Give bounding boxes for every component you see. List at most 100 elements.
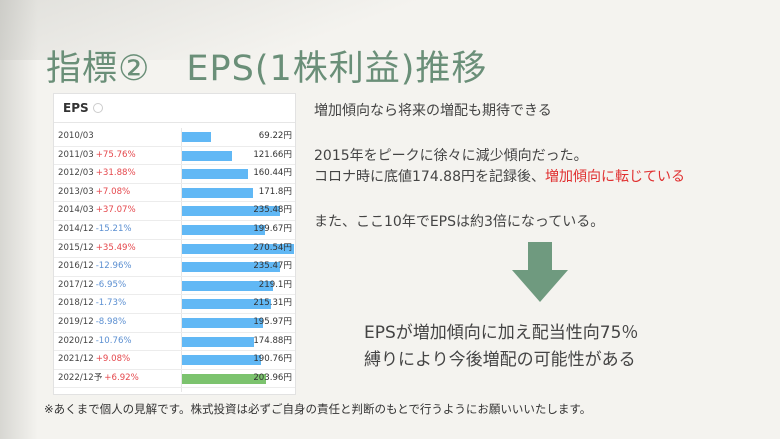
row-value: 69.22円 [258,131,292,141]
text-expect-increase: 増加傾向なら将来の増配も期待できる [314,103,552,119]
row-date: 2022/12予 +6.92% [58,370,139,388]
conclusion-line-1: EPSが増加傾向に加え配当性向75％ [364,323,639,343]
row-date: 2010/03 [58,128,94,146]
row-date: 2014/12 -15.21% [58,221,132,239]
table-row: 2019/12 -8.98% 195.97円 [54,314,295,333]
eps-table-rows: 2010/03 69.22円 2011/03 +75.76% 121.66円 2012/0… [54,128,295,389]
row-date: 2013/03 +7.08% [58,184,130,202]
row-change: -15.21% [95,223,132,234]
row-change: +31.88% [95,168,136,179]
row-change: -6.95% [95,279,127,290]
row-date-label: 2015/12 [58,242,94,253]
row-value: 195.97円 [253,316,292,327]
row-bar-area [182,336,294,347]
row-date-label: 2022/12予 [58,372,103,383]
row-bar-area [182,187,294,198]
row-value: 215.31円 [253,298,292,309]
table-row: 2015/12 +35.49% 270.54円 [54,240,295,259]
eps-bar [182,355,261,366]
row-date: 2019/12 -8.98% [58,314,126,332]
eps-bar [182,336,255,347]
row-bar-area [182,262,294,273]
row-date: 2014/03 +37.07% [58,202,136,220]
row-date-label: 2012/03 [58,168,94,179]
row-value: 270.54円 [253,242,292,253]
row-bar-area [182,299,294,310]
text-decline-trend: 2015年をピークに徐々に減少傾向だった。 [314,148,588,164]
row-value: 199.67円 [253,223,292,234]
eps-table-header: EPS [54,94,295,123]
row-date: 2020/12 -10.76% [58,333,132,351]
row-date-label: 2016/12 [58,261,94,272]
row-date: 2016/12 -12.96% [58,258,132,276]
eps-bar [182,317,264,328]
row-value: 235.47円 [253,261,292,272]
table-row: 2022/12予 +6.92% 203.96円 [54,370,295,389]
table-row: 2016/12 -12.96% 235.47円 [54,258,295,277]
row-bar-area [182,150,294,161]
table-row: 2010/03 69.22円 [54,128,295,147]
table-row: 2012/03 +31.88% 160.44円 [54,165,295,184]
row-change: +9.08% [95,354,131,365]
row-bar-area [182,132,294,142]
eps-table: EPS 2010/03 69.22円 2011/03 +75.76% 121.66円 20… [53,93,296,395]
row-bar-area [182,243,294,254]
row-date-label: 2010/03 [58,131,94,141]
row-date-label: 2019/12 [58,316,94,327]
row-bar-area [182,224,294,235]
row-bar-area [182,317,294,328]
down-arrow-icon [512,242,568,302]
row-change: -12.96% [95,261,132,272]
conclusion-line-2: 縛りにより今後増配の可能性がある [364,350,636,370]
row-date: 2017/12 -6.95% [58,277,126,295]
background-shadow-top [0,0,780,60]
eps-bar [182,206,280,217]
table-row: 2020/12 -10.76% 174.88円 [54,333,295,352]
row-change: +37.07% [95,205,136,216]
row-change: +7.08% [95,186,131,197]
table-row: 2014/03 +37.07% 235.48円 [54,202,295,221]
table-row: 2014/12 -15.21% 199.67円 [54,221,295,240]
row-date-label: 2021/12 [58,354,94,365]
table-row: 2013/03 +7.08% 171.8円 [54,184,295,203]
eps-bar [182,243,294,254]
row-value: 203.96円 [253,372,292,383]
eps-bar [182,299,272,310]
eps-bar [182,262,280,273]
background-shadow-left [0,0,38,439]
row-change: +35.49% [95,242,136,253]
row-value: 171.8円 [258,186,292,197]
table-row: 2018/12 -1.73% 215.31円 [54,295,295,314]
row-change: +75.76% [95,149,136,160]
eps-bar [182,132,211,142]
text-increase-highlight: 増加傾向に転じている [545,169,685,185]
eps-bar [182,224,265,235]
eps-table-header-label: EPS [63,101,89,115]
row-bar-area [182,280,294,291]
row-change: +6.92% [104,372,139,383]
row-date: 2015/12 +35.49% [58,240,136,258]
row-bar-area [182,355,294,366]
table-row: 2011/03 +75.76% 121.66円 [54,147,295,166]
row-bar-area [182,373,294,384]
row-date-label: 2020/12 [58,335,94,346]
row-date-label: 2014/03 [58,205,94,216]
row-date-label: 2014/12 [58,223,94,234]
conclusion: EPSが増加傾向に加え配当性向75％ 縛りにより今後増配の可能性がある [364,320,638,374]
eps-bar [182,169,249,180]
text-covid-bottom: コロナ時に底値174.88円を記録後、増加傾向に転じている [314,166,685,186]
row-date-label: 2017/12 [58,279,94,290]
row-change: -10.76% [95,335,132,346]
row-value: 160.44円 [253,168,292,179]
row-date: 2012/03 +31.88% [58,165,136,183]
info-icon[interactable] [92,103,103,113]
row-date-label: 2011/03 [58,149,94,160]
text-covid-bottom-main: コロナ時に底値174.88円を記録後、 [314,169,545,185]
eps-bar [182,187,254,198]
row-date-label: 2013/03 [58,186,94,197]
row-bar-area [182,169,294,180]
eps-bar [182,280,273,291]
disclaimer-note: ※あくまで個人の見解です。株式投資は必ずご自身の責任と判断のもとで行うようにお願… [44,402,592,416]
row-date: 2021/12 +9.08% [58,351,130,369]
table-row: 2017/12 -6.95% 219.1円 [54,277,295,296]
